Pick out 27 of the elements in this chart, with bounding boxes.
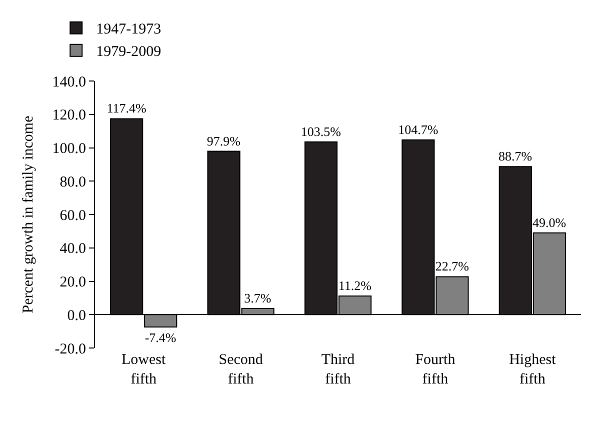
y-tick-label: -20.0 xyxy=(54,341,86,358)
data-label: 88.7% xyxy=(498,148,532,164)
x-tick-label: Lowest fifth xyxy=(122,352,167,388)
data-label: 49.0% xyxy=(532,214,566,230)
y-tick-label: 60.0 xyxy=(60,208,86,224)
y-tick-label: 40.0 xyxy=(60,241,86,258)
data-label: 117.4% xyxy=(106,100,146,116)
y-axis-title: Percent growth in family income xyxy=(20,115,36,314)
x-tick-label: Second fifth xyxy=(218,352,264,388)
legend-label: 1979-2009 xyxy=(96,44,162,60)
y-tick-label: 140.0 xyxy=(52,74,86,90)
data-label: 103.5% xyxy=(300,124,342,139)
data-label: 11.2% xyxy=(338,278,372,293)
y-tick-label: 120.0 xyxy=(52,108,86,124)
data-label: 104.7% xyxy=(398,122,438,137)
y-tick-label: 80.0 xyxy=(60,174,86,190)
legend-label: 1947-1973 xyxy=(96,22,162,38)
x-tick-label: Third fifth xyxy=(321,352,356,388)
y-tick-label: 20.0 xyxy=(60,274,86,290)
x-tick-label: Fourth fifth xyxy=(415,352,456,388)
y-tick-label: 0.0 xyxy=(67,308,86,324)
data-label: 97.9% xyxy=(206,133,241,148)
x-tick-label: Highest fifth xyxy=(509,352,557,388)
data-label: 3.7% xyxy=(244,290,272,306)
data-label: 22.7% xyxy=(435,258,470,274)
y-tick-label: 100.0 xyxy=(52,141,86,157)
data-label: -7.4% xyxy=(144,330,176,345)
